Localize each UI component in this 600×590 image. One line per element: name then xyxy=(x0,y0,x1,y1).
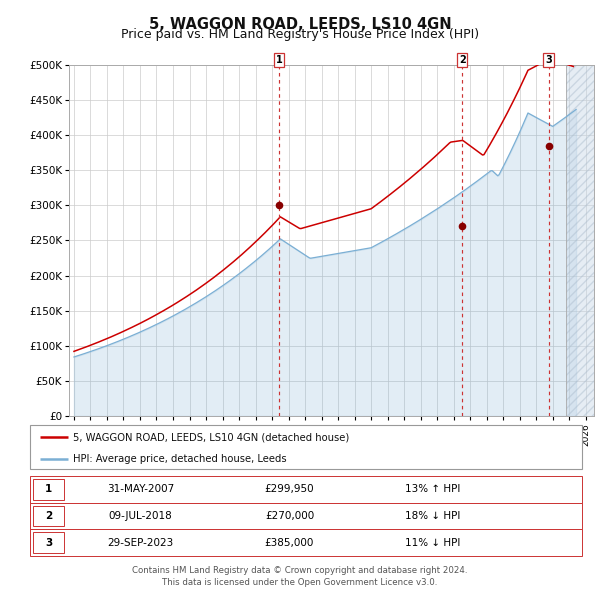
Text: 1: 1 xyxy=(45,484,52,494)
Text: 5, WAGGON ROAD, LEEDS, LS10 4GN: 5, WAGGON ROAD, LEEDS, LS10 4GN xyxy=(149,17,451,31)
Text: 2: 2 xyxy=(45,511,52,521)
Text: 13% ↑ HPI: 13% ↑ HPI xyxy=(405,484,461,494)
Bar xyxy=(34,506,64,526)
Text: £270,000: £270,000 xyxy=(265,511,314,521)
Text: 31-MAY-2007: 31-MAY-2007 xyxy=(107,484,174,494)
Bar xyxy=(566,65,600,416)
Bar xyxy=(34,479,64,500)
Text: 2: 2 xyxy=(459,55,466,65)
Text: HPI: Average price, detached house, Leeds: HPI: Average price, detached house, Leed… xyxy=(73,454,287,464)
Bar xyxy=(30,476,582,503)
Text: 3: 3 xyxy=(45,537,52,548)
Text: 11% ↓ HPI: 11% ↓ HPI xyxy=(405,537,461,548)
Text: 5, WAGGON ROAD, LEEDS, LS10 4GN (detached house): 5, WAGGON ROAD, LEEDS, LS10 4GN (detache… xyxy=(73,432,349,442)
Text: 1: 1 xyxy=(275,55,282,65)
Text: 3: 3 xyxy=(545,55,552,65)
Text: Price paid vs. HM Land Registry's House Price Index (HPI): Price paid vs. HM Land Registry's House … xyxy=(121,28,479,41)
Bar xyxy=(30,503,582,529)
Bar xyxy=(30,529,582,556)
Text: £299,950: £299,950 xyxy=(265,484,314,494)
Text: 09-JUL-2018: 09-JUL-2018 xyxy=(109,511,172,521)
Text: 29-SEP-2023: 29-SEP-2023 xyxy=(107,537,173,548)
Text: Contains HM Land Registry data © Crown copyright and database right 2024.
This d: Contains HM Land Registry data © Crown c… xyxy=(132,566,468,587)
Text: £385,000: £385,000 xyxy=(265,537,314,548)
Bar xyxy=(34,532,64,553)
Text: 18% ↓ HPI: 18% ↓ HPI xyxy=(405,511,461,521)
